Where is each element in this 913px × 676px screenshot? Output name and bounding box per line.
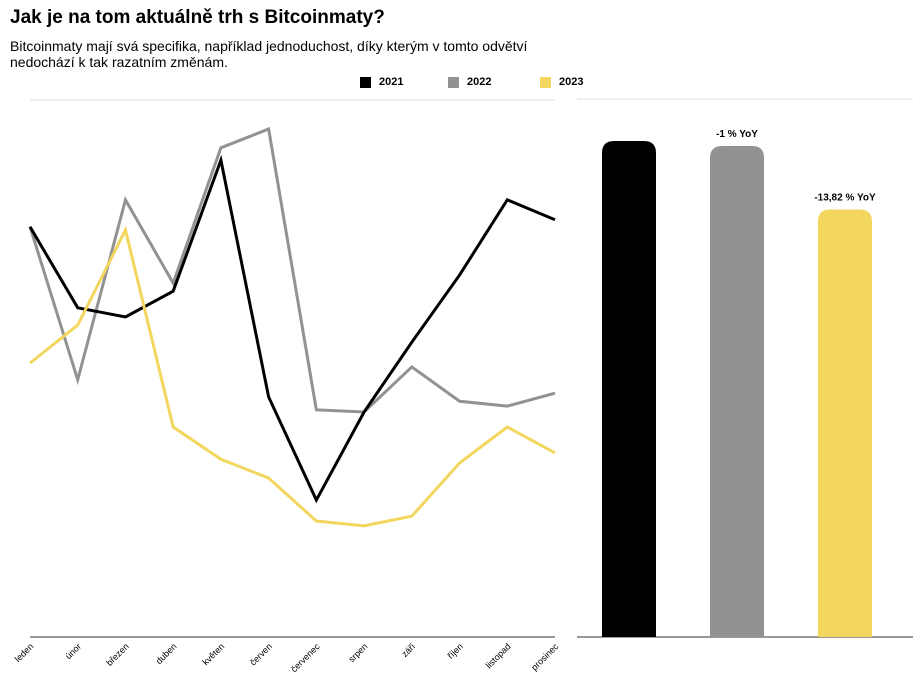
x-tick-label: červen [248, 641, 274, 667]
series-line-2022 [28, 126, 556, 414]
series-line-2021 [28, 154, 556, 504]
legend-item-2021: 2021 [360, 76, 403, 88]
bar-2023 [818, 209, 872, 638]
x-tick-label: únor [63, 641, 83, 661]
series-line-2023 [29, 225, 556, 528]
legend-swatch [540, 76, 551, 88]
legend-item-2023: 2023 [540, 76, 583, 88]
x-tick-label: červenec [289, 641, 322, 674]
x-tick-label: listopad [484, 641, 513, 670]
legend-label: 2022 [467, 76, 492, 88]
legend-swatch [448, 76, 459, 88]
chart-subtitle: Bitcoinmaty mají svá specifika, napříkla… [10, 38, 528, 70]
legend-label: 2023 [559, 76, 584, 88]
x-tick-label: prosinec [529, 641, 560, 672]
legend-label: 2021 [379, 76, 404, 88]
legend-swatch [360, 76, 371, 88]
chart-title: Jak je na tom aktuálně trh s Bitcoinmaty… [10, 7, 385, 28]
x-tick-label: září [400, 641, 418, 659]
x-tick-label: duben [154, 641, 179, 666]
x-tick-label: březen [104, 641, 131, 668]
x-tick-label: říjen [446, 641, 465, 660]
bar-2022 [710, 145, 764, 637]
bar-data-label: -13,82 % YoY [814, 193, 876, 204]
bar-2021 [602, 141, 656, 637]
x-tick-label: květen [200, 641, 226, 667]
legend-item-2022: 2022 [448, 76, 491, 88]
bar-data-label: -1 % YoY [716, 129, 758, 140]
x-tick-label: srpen [347, 641, 370, 664]
x-tick-label: leden [13, 641, 36, 664]
